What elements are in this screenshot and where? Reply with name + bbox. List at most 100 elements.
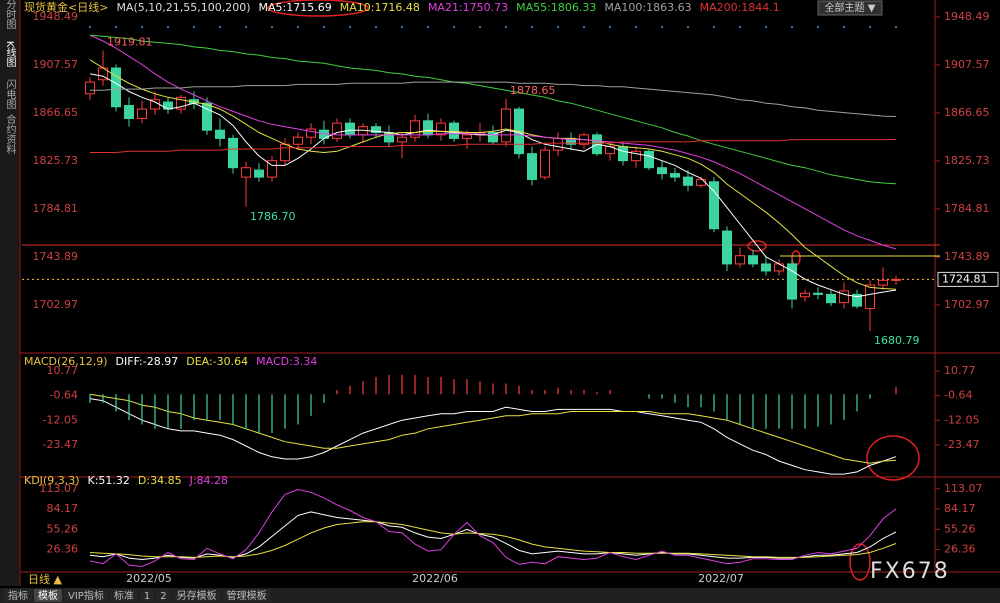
marker-dot [479, 26, 481, 28]
bottom-tab-button[interactable] [139, 589, 155, 602]
candle-body [722, 230, 732, 265]
candle-body [631, 150, 641, 162]
bottom-tab-button[interactable] [156, 589, 171, 602]
highlight-circle [747, 240, 767, 252]
candle-body [670, 173, 680, 178]
bottom-tab[interactable]: 标准 [114, 590, 134, 602]
candle-body [813, 292, 823, 295]
y-tick-label: 1743.89 [33, 250, 79, 263]
candle-body [85, 81, 95, 95]
candle-body [293, 136, 303, 145]
candle-body [124, 105, 134, 119]
bottom-tab[interactable]: VIP指标 [68, 589, 104, 602]
bottom-tab-button[interactable] [34, 589, 62, 602]
y-tick-label: 10.77 [944, 364, 976, 377]
marker-dot [245, 26, 247, 28]
candle-body [683, 176, 693, 186]
candle-body [202, 102, 212, 131]
bottom-tab-button[interactable] [64, 589, 108, 602]
candle-body [462, 134, 472, 139]
y-tick-label: 26.36 [47, 542, 79, 555]
theme-button-label[interactable]: 全部主题 ▼ [825, 1, 876, 14]
y-tick-label: -23.47 [43, 438, 78, 451]
y-tick-label: 1907.57 [944, 58, 990, 71]
x-tick-label: 2022/07 [698, 572, 744, 585]
y-tick-label: 55.26 [47, 522, 79, 535]
price-annotation: 1786.70 [250, 210, 296, 223]
candle-body [761, 263, 771, 272]
candle-body [787, 263, 797, 300]
theme-button[interactable] [817, 0, 883, 16]
y-tick-label: -23.47 [944, 438, 979, 451]
marker-dot [531, 26, 533, 28]
candle-body [397, 136, 407, 143]
marker-dot [661, 26, 663, 28]
legend-label: MA200:1844.1 [700, 1, 780, 14]
y-tick-label: 26.36 [944, 542, 976, 555]
bottom-tab-button[interactable] [4, 589, 32, 602]
candle-body [176, 96, 186, 110]
y-tick-label: 1702.97 [944, 298, 990, 311]
marker-dot [557, 26, 559, 28]
y-tick-label: 1784.81 [33, 202, 79, 215]
marker-dot [193, 26, 195, 28]
left-tab[interactable]: 闪电图 [4, 78, 16, 110]
marker-dot [89, 26, 91, 28]
candle-body [553, 137, 563, 151]
marker-dot [713, 26, 715, 28]
legend-label: D:34.85 [138, 474, 182, 487]
bottom-tab[interactable]: 指标 [8, 589, 28, 602]
bottom-tab[interactable]: 1 [144, 591, 150, 602]
bottom-tab[interactable]: 另存模板 [177, 589, 217, 602]
y-tick-label: 84.17 [47, 502, 79, 515]
last-price-label: 1724.81 [942, 272, 988, 285]
left-tab[interactable]: K线图 [4, 41, 16, 68]
marker-dot [401, 26, 403, 28]
candle-body [449, 122, 459, 139]
y-tick-label: 10.77 [47, 364, 79, 377]
series-line [89, 488, 897, 568]
candle-body [709, 181, 719, 230]
last-price-box [937, 271, 999, 287]
candle-body [735, 255, 745, 265]
marker-dot [349, 26, 351, 28]
y-tick-label: 1866.65 [33, 106, 79, 119]
y-tick-label: -12.05 [944, 413, 979, 426]
legend-label: MA55:1806.33 [516, 1, 596, 14]
bottom-tab[interactable]: 2 [160, 591, 166, 602]
marker-dot [791, 26, 793, 28]
y-tick-label: 113.07 [40, 482, 79, 495]
y-tick-label: -0.64 [50, 389, 78, 402]
y-tick-label: 1825.73 [33, 154, 79, 167]
marker-dot [739, 26, 741, 28]
legend-label: MACD:3.34 [256, 355, 317, 368]
period-label[interactable]: 日线 ▲ [28, 572, 62, 586]
x-tick-label: 2022/05 [126, 572, 172, 585]
bottom-tab[interactable]: 管理模板 [227, 589, 267, 602]
candle-body [748, 255, 758, 265]
legend-label: 现货黄金<日线> [24, 0, 108, 14]
marker-dot [583, 26, 585, 28]
left-tab[interactable]: 合约资料 [4, 113, 16, 155]
legend-label: KDJ(9,3,3) [24, 474, 80, 487]
candle-body [527, 153, 537, 180]
marker-dot [141, 26, 143, 28]
x-tick-label: 2022/06 [412, 572, 458, 585]
y-tick-label: 1866.65 [944, 106, 990, 119]
candle-body [345, 122, 355, 136]
candle-body [488, 132, 498, 143]
bottom-tab-button[interactable] [222, 589, 271, 602]
marker-dot [297, 26, 299, 28]
legend-label: MA5:1715.69 [259, 1, 332, 14]
bottom-tab-button[interactable] [109, 589, 138, 602]
series-line [89, 34, 897, 185]
bottom-tab[interactable]: 模板 [38, 589, 58, 602]
marker-dot [505, 26, 507, 28]
candle-body [852, 293, 862, 307]
candle-body [436, 122, 446, 136]
bottom-tab-button[interactable] [172, 589, 221, 602]
left-tab-bar [0, 0, 19, 586]
left-tab[interactable]: 分时图 [4, 0, 16, 30]
